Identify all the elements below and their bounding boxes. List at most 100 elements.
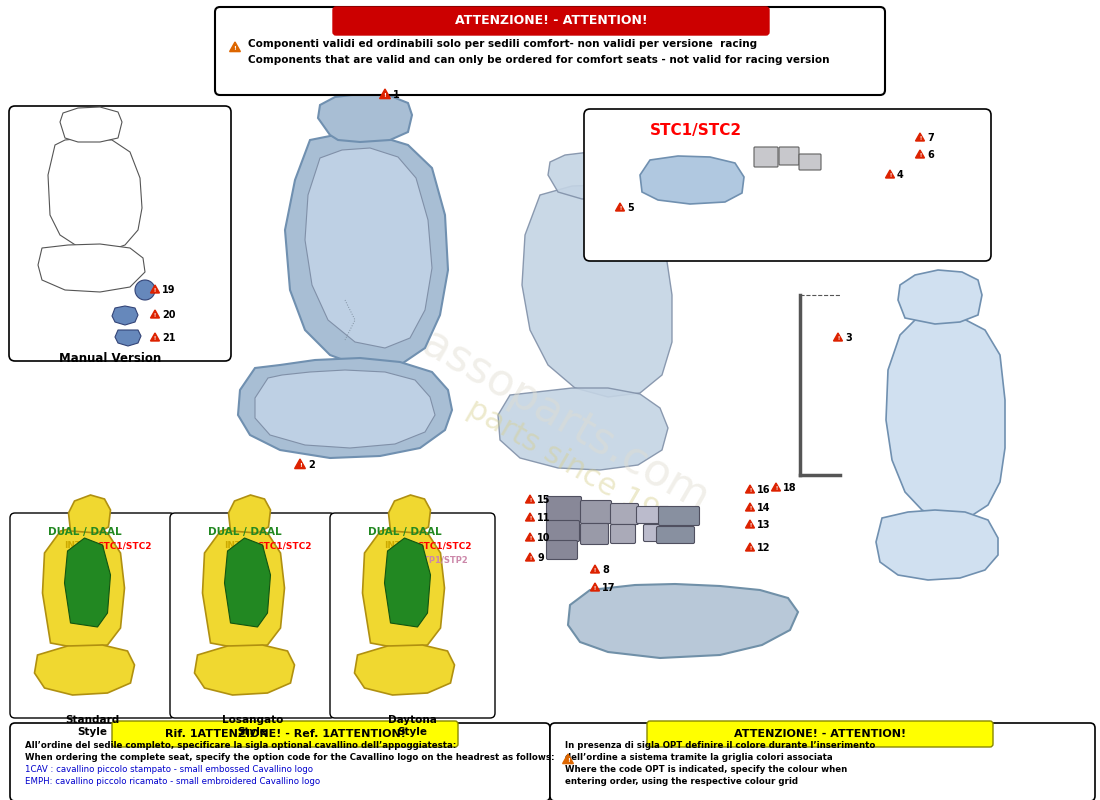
Polygon shape	[363, 525, 444, 648]
Text: STC1/STC2: STC1/STC2	[257, 542, 312, 550]
Text: DUAL / DAAL: DUAL / DAAL	[47, 527, 121, 537]
Polygon shape	[151, 310, 160, 318]
FancyBboxPatch shape	[214, 7, 886, 95]
Text: Daytona
Style: Daytona Style	[388, 715, 437, 737]
Text: !: !	[774, 486, 777, 491]
Text: When ordering the complete seat, specify the option code for the Cavallino logo : When ordering the complete seat, specify…	[25, 754, 554, 762]
Polygon shape	[285, 133, 448, 368]
FancyBboxPatch shape	[610, 503, 638, 525]
Text: 12: 12	[757, 543, 770, 553]
Text: 1: 1	[393, 90, 399, 100]
Text: 3: 3	[845, 333, 851, 343]
Text: !: !	[384, 93, 386, 98]
Polygon shape	[526, 553, 535, 561]
Text: INTP: INTP	[224, 542, 249, 550]
Polygon shape	[746, 543, 755, 551]
Polygon shape	[202, 525, 285, 648]
Polygon shape	[771, 483, 781, 491]
Text: STC1/STC2: STC1/STC2	[98, 542, 152, 550]
Polygon shape	[388, 495, 430, 533]
Polygon shape	[522, 185, 672, 397]
Text: 20: 20	[162, 310, 176, 320]
Polygon shape	[746, 520, 755, 528]
Text: !: !	[749, 523, 751, 528]
Polygon shape	[498, 388, 668, 470]
FancyBboxPatch shape	[647, 721, 993, 747]
Text: !: !	[619, 206, 622, 211]
Text: DUAL / DAAL: DUAL / DAAL	[367, 527, 441, 537]
Polygon shape	[318, 94, 412, 142]
Text: 11: 11	[537, 513, 550, 523]
Circle shape	[135, 280, 155, 300]
Polygon shape	[591, 565, 600, 573]
Text: dell’ordine a sistema tramite la griglia colori associata: dell’ordine a sistema tramite la griglia…	[565, 754, 833, 762]
Text: DUAL / DAAL: DUAL / DAAL	[208, 527, 282, 537]
FancyBboxPatch shape	[330, 513, 495, 718]
Text: Components that are valid and can only be ordered for comfort seats - not valid : Components that are valid and can only b…	[248, 55, 829, 65]
Polygon shape	[562, 754, 573, 763]
Text: !: !	[837, 336, 839, 341]
Text: 6: 6	[927, 150, 934, 160]
Text: !: !	[529, 516, 531, 521]
Text: !: !	[154, 313, 156, 318]
Text: 19: 19	[162, 285, 176, 295]
Text: 8: 8	[602, 565, 609, 575]
Text: 5: 5	[627, 203, 634, 213]
FancyBboxPatch shape	[547, 541, 578, 559]
Text: Where the code OPT is indicated, specify the colour when: Where the code OPT is indicated, specify…	[565, 766, 847, 774]
Polygon shape	[43, 525, 124, 648]
Text: 2: 2	[308, 460, 315, 470]
Polygon shape	[526, 533, 535, 541]
Polygon shape	[616, 203, 625, 211]
Text: 4: 4	[896, 170, 904, 180]
Polygon shape	[591, 583, 600, 591]
FancyBboxPatch shape	[333, 7, 769, 35]
Text: STC1/STC2: STC1/STC2	[418, 542, 472, 550]
Text: !: !	[749, 506, 751, 511]
Text: 13: 13	[757, 520, 770, 530]
FancyBboxPatch shape	[10, 723, 550, 800]
Text: parts since 1987: parts since 1987	[462, 394, 697, 546]
Text: !: !	[529, 556, 531, 561]
Polygon shape	[224, 538, 271, 627]
Text: !: !	[749, 546, 751, 551]
Text: 21: 21	[162, 333, 176, 343]
FancyBboxPatch shape	[112, 721, 458, 747]
Text: 14: 14	[757, 503, 770, 513]
Polygon shape	[385, 538, 430, 627]
Text: !: !	[529, 498, 531, 503]
FancyBboxPatch shape	[581, 523, 608, 545]
FancyBboxPatch shape	[754, 147, 778, 167]
Text: 9: 9	[537, 553, 543, 563]
Text: 1CAV : cavallino piccolo stampato - small embossed Cavallino logo: 1CAV : cavallino piccolo stampato - smal…	[25, 766, 313, 774]
Polygon shape	[255, 370, 434, 448]
Text: lassoparts.com: lassoparts.com	[404, 318, 716, 522]
Text: 10: 10	[537, 533, 550, 543]
Text: Rif. 1ATTENZIONE! - Ref. 1ATTENTION!: Rif. 1ATTENZIONE! - Ref. 1ATTENTION!	[165, 729, 406, 739]
Polygon shape	[746, 503, 755, 511]
Text: !: !	[566, 758, 570, 763]
Polygon shape	[229, 495, 271, 533]
Text: !: !	[529, 536, 531, 541]
Polygon shape	[295, 459, 306, 469]
Text: INTP: INTP	[385, 542, 408, 550]
Polygon shape	[915, 133, 924, 141]
Text: !: !	[889, 173, 891, 178]
Text: INTP: INTP	[65, 542, 88, 550]
Text: In presenza di sigla OPT definire il colore durante l’inserimento: In presenza di sigla OPT definire il col…	[565, 742, 876, 750]
Text: entering order, using the respective colour grid: entering order, using the respective col…	[565, 778, 798, 786]
Polygon shape	[238, 358, 452, 458]
Polygon shape	[876, 510, 998, 580]
Polygon shape	[39, 244, 145, 292]
Polygon shape	[305, 148, 432, 348]
FancyBboxPatch shape	[170, 513, 336, 718]
Polygon shape	[886, 315, 1005, 520]
Polygon shape	[65, 538, 110, 627]
FancyBboxPatch shape	[644, 525, 671, 542]
Text: EMPH: cavallino piccolo ricamato - small embroidered Cavallino logo: EMPH: cavallino piccolo ricamato - small…	[25, 778, 320, 786]
Polygon shape	[548, 152, 635, 199]
Text: 17: 17	[602, 583, 616, 593]
Polygon shape	[48, 138, 142, 252]
FancyBboxPatch shape	[659, 506, 700, 526]
FancyBboxPatch shape	[584, 109, 991, 261]
